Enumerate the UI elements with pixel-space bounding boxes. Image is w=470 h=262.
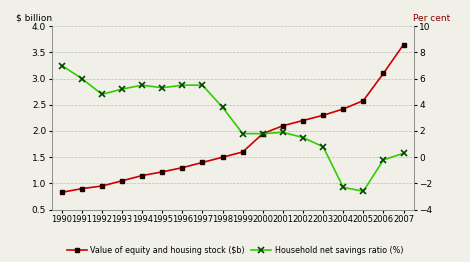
Legend: Value of equity and housing stock ($b), Household net savings ratio (%): Value of equity and housing stock ($b), … — [63, 243, 407, 258]
Text: $ billion: $ billion — [16, 14, 52, 23]
Text: Per cent: Per cent — [413, 14, 450, 23]
